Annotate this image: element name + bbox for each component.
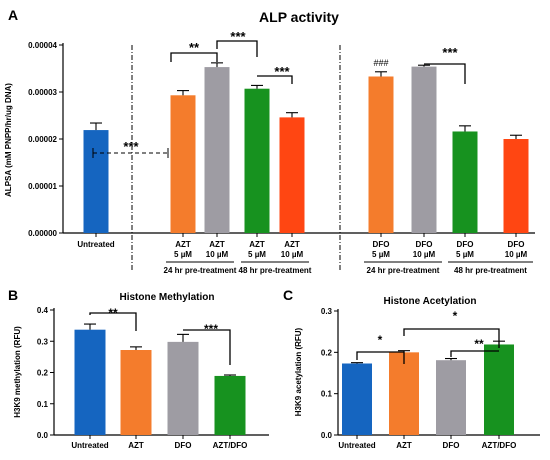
panel-a-bar <box>244 88 270 234</box>
panel-a-x-label-dose: 10 µM <box>413 250 436 259</box>
panel-b-bar <box>214 375 246 435</box>
panel-a-x-label: DFO <box>457 240 474 249</box>
panel-a-x-label: DFO <box>416 240 433 249</box>
panel-a-sig-bracket <box>257 75 293 84</box>
panel-c-sig-marker: * <box>453 309 458 323</box>
panel-a-sig-marker: *** <box>230 29 246 44</box>
panel-a-x-label-dose: 10 µM <box>206 250 229 259</box>
panel-b-sig-marker: ** <box>108 306 118 320</box>
panel-b-sig-marker: *** <box>204 322 218 336</box>
panel-a-x-label: AZT <box>249 240 265 249</box>
panel-a-sig-bracket <box>424 63 466 84</box>
panel-c-x-label: AZT/DFO <box>482 441 517 450</box>
panel-b-x-label: AZT/DFO <box>213 441 248 450</box>
panel-a-x-label-dose: 5 µM <box>456 250 474 259</box>
panel-a-bar <box>411 66 437 234</box>
panel-a-bar <box>83 130 109 233</box>
panel-b-y-tick-label: 0.1 <box>37 400 49 409</box>
panel-a-bar <box>452 131 478 233</box>
panel-c-bar <box>484 344 514 435</box>
panel-a-x-label-dose: 5 µM <box>372 250 390 259</box>
panel-a-x-label: AZT <box>175 240 191 249</box>
panel-c-y-tick-label: 0.3 <box>321 307 333 316</box>
panel-a-bar <box>368 76 394 234</box>
panel-a-bar <box>170 95 196 233</box>
panel-b-sig-bracket <box>183 329 231 365</box>
panel-a-sig-marker: *** <box>123 139 139 154</box>
panel-a-group-label: 48 hr pre-treatment <box>454 266 527 275</box>
panel-c-sig-marker: * <box>378 333 383 347</box>
panel-c-ylabel: H3K9 acetylation (RFU) <box>294 327 303 416</box>
panel-a-sig-bracket <box>216 40 258 57</box>
panel-a-y-tick-label: 0.00001 <box>28 182 57 191</box>
panel-a-sig-bracket <box>170 52 218 62</box>
panel-c-x-label: Untreated <box>338 441 375 450</box>
panel-a-y-tick-label: 0.00004 <box>28 41 57 50</box>
panel-b-title: Histone Methylation <box>119 292 214 303</box>
panel-c-title: Histone Acetylation <box>384 296 477 307</box>
panel-a-group-label: 48 hr pre-treatment <box>239 266 312 275</box>
panel-b-x-label: Untreated <box>71 441 108 450</box>
panel-b-x-label: AZT <box>128 441 144 450</box>
panel-c-x-label: DFO <box>443 441 460 450</box>
panel-b-sig-bracket <box>89 312 137 331</box>
panel-b-bar <box>167 341 199 435</box>
panel-b-y-tick-label: 0.0 <box>37 431 49 440</box>
panel-a-sig-marker: ** <box>189 40 200 55</box>
panel-c-sig-bracket <box>403 328 500 348</box>
panel-c-x-label: AZT <box>396 441 412 450</box>
panel-c-bar <box>342 363 372 435</box>
panel-a-x-label-dose: 10 µM <box>281 250 304 259</box>
panel-c-sig-bracket <box>356 351 405 364</box>
panel-a-sig-marker: *** <box>274 64 290 79</box>
panel-a-group-label: 24 hr pre-treatment <box>367 266 440 275</box>
panel-b-letter: B <box>8 287 18 303</box>
panel-a-group-label: 24 hr pre-treatment <box>164 266 237 275</box>
chart-marks: 0.00000 0.00001 0.00002 0.00003 0.00004 Untre… <box>28 29 540 450</box>
panel-a-x-label-dose: 5 µM <box>248 250 266 259</box>
panel-b-x-label: DFO <box>175 441 192 450</box>
panel-a-x-label: AZT <box>284 240 300 249</box>
panel-a-sig-marker: *** <box>442 45 458 60</box>
panel-c-y-tick-label: 0.1 <box>321 390 333 399</box>
panel-c-y-tick-label: 0.2 <box>321 348 333 357</box>
panel-a-x-label: DFO <box>508 240 525 249</box>
panel-b-y-tick-label: 0.4 <box>37 306 49 315</box>
panel-c-sig-marker: ** <box>474 337 484 351</box>
panel-a-x-label-dose: 5 µM <box>174 250 192 259</box>
panel-b-bar <box>120 350 152 435</box>
panel-a-bar <box>503 139 529 233</box>
panel-a-y-tick-label: 0.00002 <box>28 135 57 144</box>
panel-c-bar <box>389 352 419 435</box>
panel-a-x-label: Untreated <box>77 240 114 249</box>
panel-a-bar <box>279 117 305 233</box>
panel-a-title: ALP activity <box>259 9 339 25</box>
panel-a-x-label-dose: 10 µM <box>505 250 528 259</box>
panel-c-y-tick-label: 0.0 <box>321 431 333 440</box>
panel-a-y-tick-label: 0.00003 <box>28 88 57 97</box>
panel-b-y-tick-label: 0.3 <box>37 337 49 346</box>
panel-a-x-label: DFO <box>373 240 390 249</box>
panel-c-letter: C <box>283 287 293 303</box>
panel-c-sig-bracket <box>450 350 499 357</box>
panel-b-bar <box>74 329 106 435</box>
panel-b-y-tick-label: 0.2 <box>37 369 49 378</box>
panel-a-letter: A <box>8 7 18 23</box>
panel-b-ylabel: H3K9 methylation (RFU) <box>13 326 22 418</box>
panel-a-hash-marker: ### <box>373 58 388 68</box>
panel-a-bar <box>204 67 230 233</box>
panel-a-ylabel: ALPSA (mM PNPP/hr/ug DNA) <box>4 83 13 197</box>
panel-a-y-tick-label: 0.00000 <box>28 229 57 238</box>
panel-c-bar <box>436 360 466 435</box>
panel-a-x-label: AZT <box>209 240 225 249</box>
